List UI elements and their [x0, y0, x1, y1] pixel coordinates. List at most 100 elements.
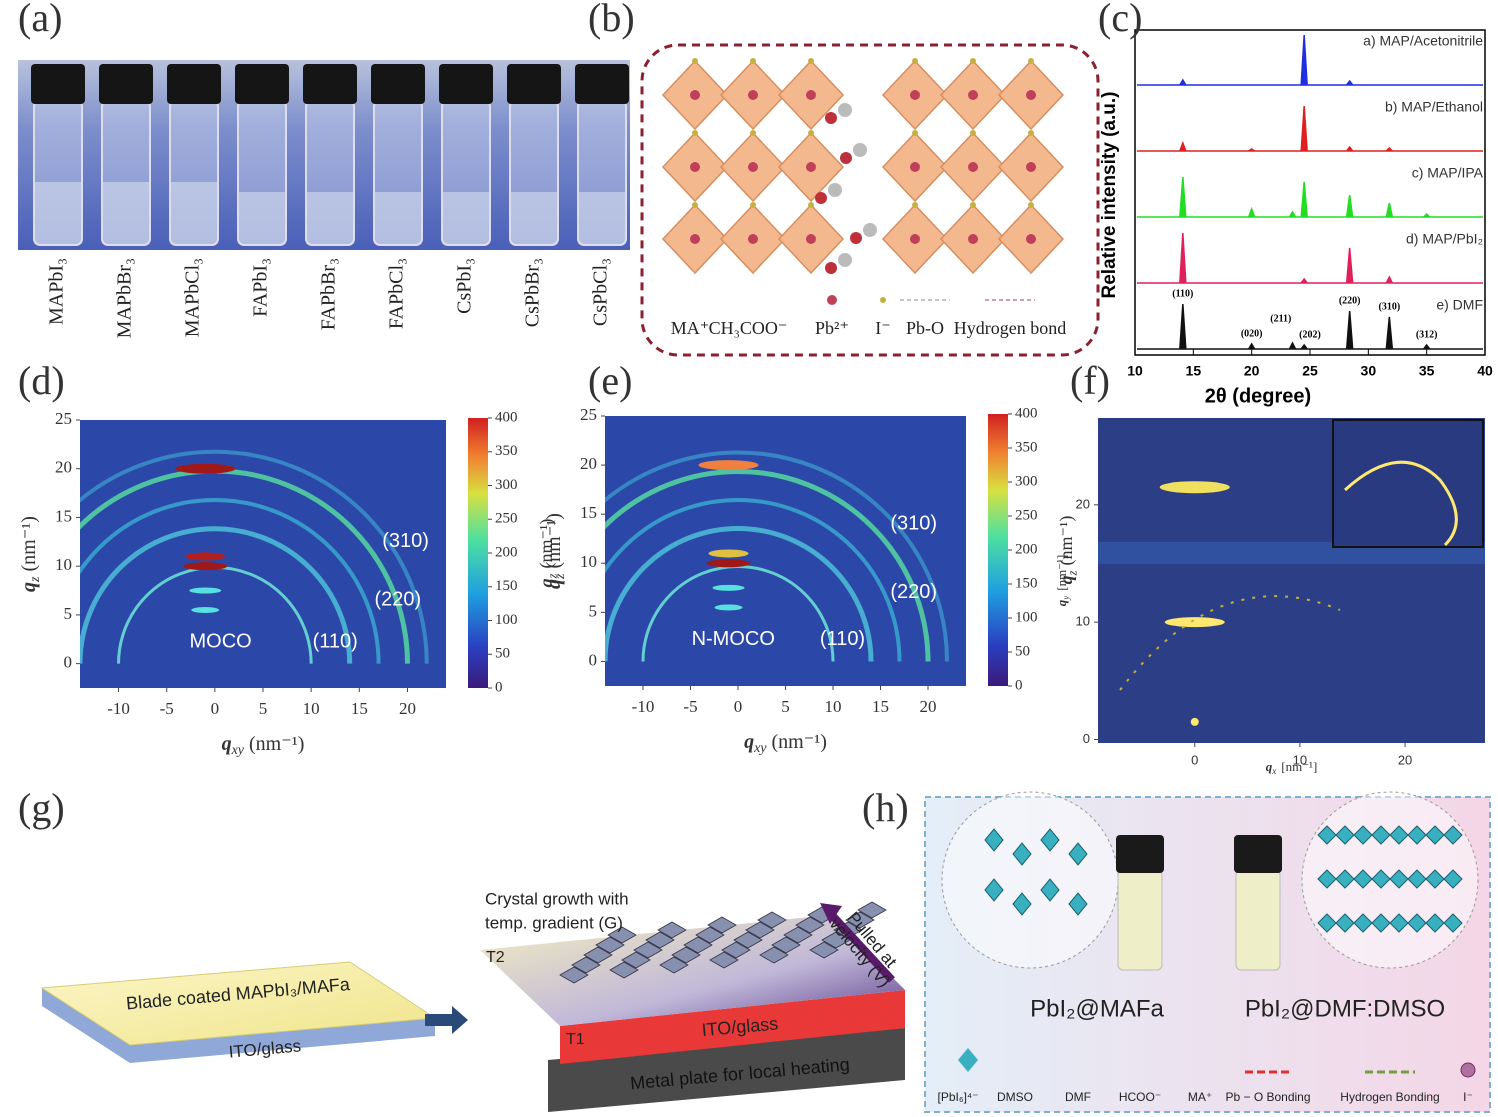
panel-label: (d)	[18, 358, 65, 403]
annotation: (220)	[890, 581, 937, 603]
crystal	[609, 961, 639, 979]
crystal	[571, 956, 601, 974]
sample-label: FAPbBr₃	[318, 258, 340, 330]
x-tick-label: 35	[1419, 363, 1435, 379]
axis-symbol: q	[536, 578, 556, 587]
x-axis-title: qxy (nm⁻¹)	[744, 731, 827, 757]
crystal	[645, 931, 675, 949]
i-atom	[808, 130, 814, 136]
xrd-peak	[1345, 247, 1354, 284]
bubble	[941, 791, 1119, 969]
hkl-label: (220)	[1339, 295, 1361, 306]
growth-label: Crystal growth with	[485, 889, 629, 908]
bragg-spot	[712, 584, 745, 591]
pb-atom	[910, 162, 920, 172]
vial-cap	[1116, 835, 1164, 873]
vial-liquid	[375, 192, 421, 244]
bragg-spot	[191, 607, 220, 614]
i-atom	[1028, 58, 1034, 64]
crystal	[633, 941, 663, 959]
axis-symbol: q	[1266, 759, 1273, 774]
acetate-o	[825, 262, 837, 274]
vial-liquid	[35, 182, 81, 244]
vial-cap	[31, 64, 85, 104]
axis-subscript: x	[1271, 766, 1276, 776]
xrd-peak	[1423, 212, 1431, 218]
i-atom	[692, 130, 698, 136]
x-axis-title: 2θ (degree)	[1205, 385, 1311, 407]
crystal	[559, 966, 589, 984]
t2-label: T2	[486, 949, 505, 966]
pb-atom	[748, 90, 758, 100]
xrd-peak	[1300, 277, 1308, 284]
crystal	[745, 921, 775, 939]
legend-label: [PbI₆]⁴⁻	[937, 1090, 978, 1104]
y-tick-label: 10	[580, 552, 597, 571]
i-atom	[750, 130, 756, 136]
axis-subscript: xy	[753, 741, 767, 756]
sample-label: CsPbI₃	[454, 258, 476, 314]
legend-label: MA⁺	[1188, 1090, 1212, 1104]
x-tick-label: 0	[1191, 752, 1198, 767]
axis-unit: [nm⁻¹]	[1281, 759, 1317, 774]
axis-subscript: y	[1061, 595, 1071, 601]
crystal	[707, 916, 737, 934]
pb-atom	[910, 90, 920, 100]
sample-label: CsPbCl₃	[590, 258, 612, 326]
vial-glass	[1235, 869, 1281, 971]
y-tick-label: 25	[580, 405, 597, 424]
y-tick-label: 25	[55, 409, 72, 428]
scattering-ring	[1119, 595, 1341, 691]
legend-label: HCOO⁻	[1119, 1090, 1161, 1104]
x-tick-label: -5	[683, 697, 697, 716]
pbi6-octahedron	[984, 878, 1004, 902]
y-tick-label: 5	[64, 604, 73, 623]
x-tick-label: 0	[211, 699, 220, 718]
pb-atom	[806, 234, 816, 244]
trace-label: e) DMF	[1436, 297, 1483, 313]
xrd-frame	[1134, 29, 1486, 356]
panel-label: (f)	[1070, 358, 1110, 403]
axis-subscript: z	[1065, 570, 1079, 576]
xrd-peak	[1346, 145, 1354, 152]
xrd-peak	[1300, 105, 1308, 152]
x-tick-label: 5	[781, 697, 790, 716]
xrd-peak	[1300, 181, 1308, 218]
x-tick-label: 5	[259, 699, 268, 718]
axis-unit: (nm⁻¹)	[18, 516, 40, 571]
acetate-c	[853, 143, 867, 157]
x-tick-label: 10	[825, 697, 842, 716]
x-tick-label: 25	[1302, 363, 1318, 379]
pb-atom	[748, 234, 758, 244]
colorbar-tick-label: 200	[1015, 541, 1038, 557]
sample-label: FAPbI₃	[250, 258, 272, 317]
y-tick-label: 15	[55, 506, 72, 525]
colorbar-tick-label: 150	[1015, 575, 1038, 591]
metal-plate	[548, 1028, 905, 1112]
axis-unit: [nm⁻¹]	[1054, 555, 1069, 591]
crystal	[621, 951, 651, 969]
i-atom	[912, 58, 918, 64]
axis-unit: (nm⁻¹)	[249, 733, 304, 755]
crystal	[733, 931, 763, 949]
legend-label: Pb²⁺	[815, 318, 849, 338]
xrd-peak	[1300, 343, 1308, 350]
x-tick-label: 10	[1293, 752, 1307, 767]
i-atom	[808, 58, 814, 64]
colorbar-tick-label: 100	[495, 612, 518, 628]
pb-atom	[806, 162, 816, 172]
scattering-ring	[80, 450, 429, 664]
vial-cap	[303, 64, 357, 104]
colorbar-tick-label: 200	[495, 544, 518, 560]
x-tick-label: -10	[632, 697, 655, 716]
crystal	[795, 916, 825, 934]
x-tick-label: 20	[1398, 752, 1412, 767]
x-tick-label: 30	[1361, 363, 1377, 379]
x-axis-title: qx [nm⁻¹]	[1266, 759, 1318, 776]
bragg-spot	[183, 562, 228, 571]
bragg-spot	[189, 587, 222, 594]
x-tick-label: 40	[1477, 363, 1493, 379]
acetate-c	[838, 103, 852, 117]
pb-atom	[910, 234, 920, 244]
